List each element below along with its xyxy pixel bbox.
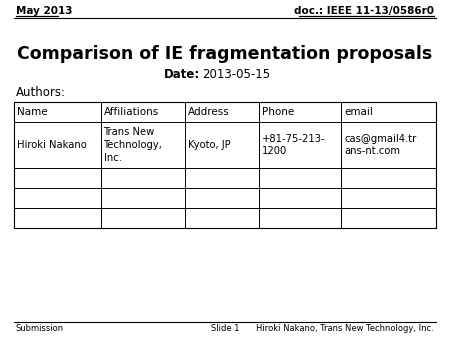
Text: Hiroki Nakano, Trans New Technology, Inc.: Hiroki Nakano, Trans New Technology, Inc… xyxy=(256,324,434,333)
Text: Kyoto, JP: Kyoto, JP xyxy=(188,140,230,150)
Text: Date:: Date: xyxy=(164,69,200,81)
Text: Trans New
Technology,
Inc.: Trans New Technology, Inc. xyxy=(104,127,162,163)
Text: +81-75-213-
1200: +81-75-213- 1200 xyxy=(262,134,325,156)
Text: Name: Name xyxy=(17,107,48,117)
Bar xyxy=(14,102,436,228)
Text: Slide 1: Slide 1 xyxy=(211,324,239,333)
Text: Phone: Phone xyxy=(262,107,294,117)
Text: Address: Address xyxy=(188,107,230,117)
Text: cas@gmail4.tr
ans-nt.com: cas@gmail4.tr ans-nt.com xyxy=(344,134,416,156)
Text: Affiliations: Affiliations xyxy=(104,107,159,117)
Text: Comparison of IE fragmentation proposals: Comparison of IE fragmentation proposals xyxy=(18,45,432,63)
Text: Authors:: Authors: xyxy=(16,87,66,99)
Text: May 2013: May 2013 xyxy=(16,6,72,16)
Text: Submission: Submission xyxy=(16,324,64,333)
Text: email: email xyxy=(344,107,373,117)
Text: Hiroki Nakano: Hiroki Nakano xyxy=(17,140,87,150)
Text: 2013-05-15: 2013-05-15 xyxy=(202,69,270,81)
Text: doc.: IEEE 11-13/0586r0: doc.: IEEE 11-13/0586r0 xyxy=(294,6,434,16)
